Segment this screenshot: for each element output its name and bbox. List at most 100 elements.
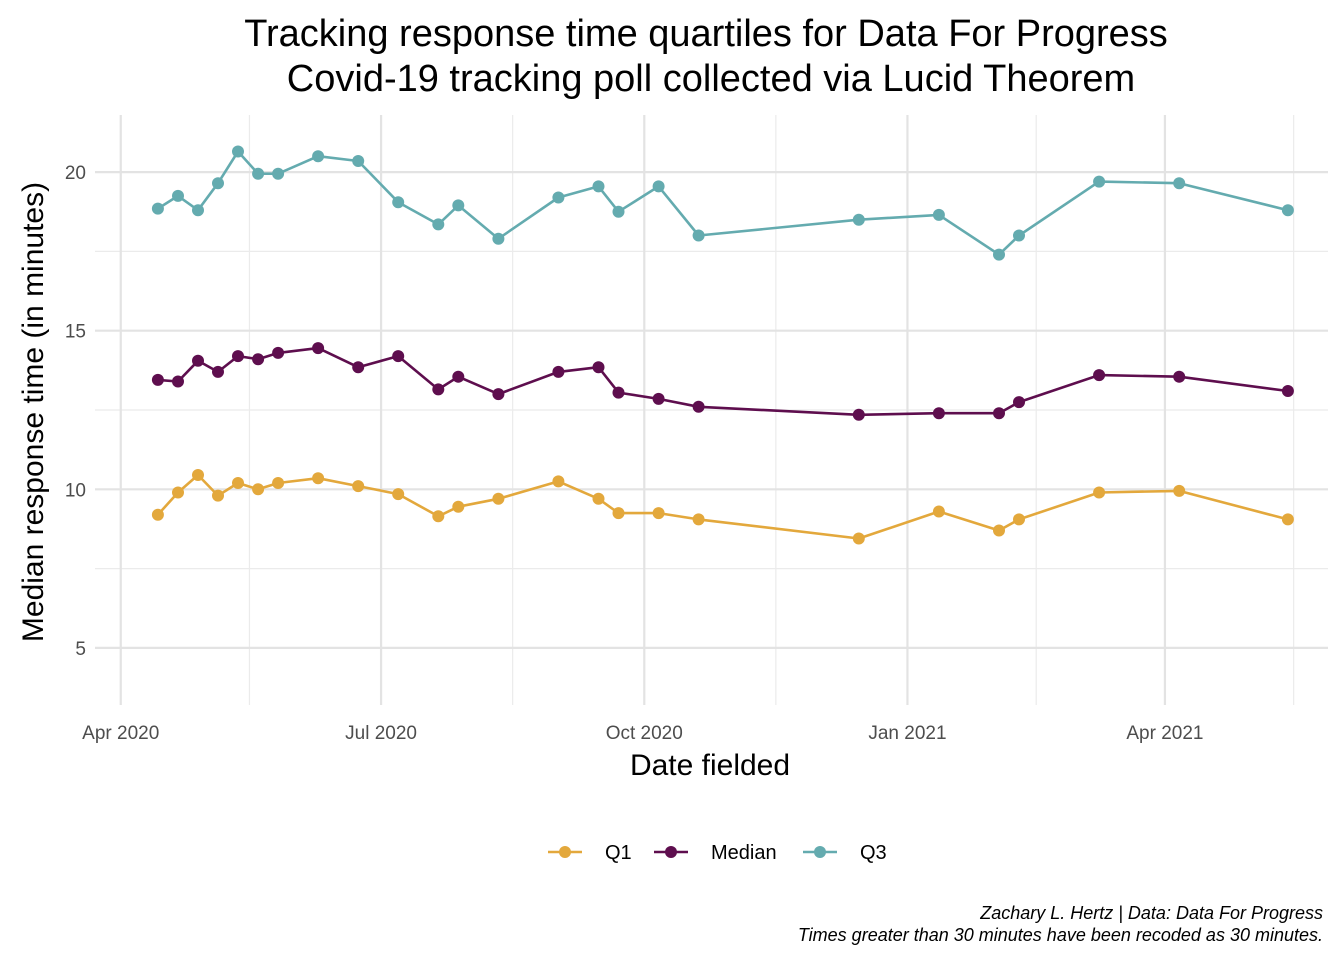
data-point-median bbox=[392, 350, 405, 363]
data-point-q3 bbox=[212, 177, 224, 190]
data-point-median bbox=[652, 392, 665, 405]
data-point-median bbox=[212, 365, 224, 378]
series-q1 bbox=[151, 469, 1294, 545]
legend-item-q3: Q3 bbox=[803, 842, 887, 864]
data-point-median bbox=[1093, 369, 1106, 382]
data-point-q1 bbox=[552, 475, 565, 488]
data-point-q3 bbox=[312, 150, 325, 163]
data-point-median bbox=[192, 354, 204, 367]
data-point-q1 bbox=[492, 492, 505, 505]
data-point-q1 bbox=[1013, 513, 1025, 526]
legend: Q1 Median Q3 bbox=[548, 842, 887, 864]
x-tick-label: Apr 2020 bbox=[82, 723, 159, 744]
data-point-q1 bbox=[1093, 486, 1106, 499]
data-point-q3 bbox=[272, 167, 285, 180]
x-tick-label: Apr 2021 bbox=[1126, 723, 1203, 744]
legend-key-point bbox=[665, 846, 677, 858]
data-point-median bbox=[1013, 396, 1025, 409]
data-point-median bbox=[312, 342, 325, 355]
data-point-q3 bbox=[1013, 229, 1025, 242]
x-tick-label: Oct 2020 bbox=[606, 723, 683, 744]
data-point-q3 bbox=[692, 229, 705, 242]
data-point-q1 bbox=[232, 477, 244, 489]
data-point-median bbox=[432, 383, 445, 396]
caption-line-2: Times greater than 30 minutes have been … bbox=[798, 925, 1323, 945]
caption-line-1: Zachary L. Hertz | Data: Data For Progre… bbox=[979, 903, 1323, 923]
y-tick-label: 20 bbox=[65, 163, 86, 184]
data-point-q3 bbox=[592, 180, 605, 193]
data-point-q3 bbox=[172, 189, 184, 202]
data-point-median bbox=[172, 375, 184, 388]
data-point-q1 bbox=[352, 480, 365, 493]
legend-label: Q3 bbox=[860, 842, 887, 864]
data-point-q1 bbox=[652, 507, 665, 520]
data-point-q1 bbox=[852, 532, 865, 545]
data-point-q3 bbox=[993, 248, 1005, 261]
data-point-q1 bbox=[692, 513, 705, 526]
y-axis-ticks: 5 10 15 20 bbox=[65, 163, 86, 660]
data-point-median bbox=[272, 346, 285, 359]
data-point-q1 bbox=[612, 507, 625, 520]
data-point-q1 bbox=[932, 505, 945, 518]
data-point-q1 bbox=[432, 510, 445, 523]
data-point-q3 bbox=[1281, 204, 1294, 217]
data-point-q1 bbox=[312, 472, 325, 485]
series-median bbox=[151, 342, 1294, 421]
data-point-q1 bbox=[151, 508, 164, 521]
grid bbox=[95, 115, 1328, 705]
data-point-q1 bbox=[272, 477, 285, 489]
data-point-q1 bbox=[212, 489, 224, 502]
data-point-q3 bbox=[352, 155, 365, 167]
data-point-q3 bbox=[252, 167, 265, 180]
data-point-q1 bbox=[192, 469, 204, 481]
data-point-q3 bbox=[852, 213, 865, 226]
chart-title-line-1: Tracking response time quartiles for Dat… bbox=[244, 13, 1168, 55]
legend-key-point bbox=[559, 846, 571, 858]
data-point-q1 bbox=[252, 483, 265, 496]
data-point-q3 bbox=[1173, 177, 1186, 190]
legend-label: Q1 bbox=[605, 842, 632, 864]
data-point-median bbox=[492, 388, 505, 401]
data-point-q3 bbox=[192, 204, 204, 217]
x-tick-label: Jan 2021 bbox=[868, 723, 946, 744]
x-axis-ticks: Apr 2020 Jul 2020 Oct 2020 Jan 2021 Apr 2021 bbox=[82, 723, 1203, 744]
data-point-q1 bbox=[452, 500, 465, 513]
data-point-q3 bbox=[932, 208, 945, 221]
data-point-q3 bbox=[492, 232, 505, 245]
data-point-median bbox=[252, 353, 265, 366]
data-point-q3 bbox=[652, 180, 665, 193]
x-axis-title: Date fielded bbox=[630, 749, 790, 782]
y-tick-label: 10 bbox=[65, 480, 86, 501]
data-point-median bbox=[592, 361, 605, 374]
data-point-median bbox=[993, 407, 1005, 420]
data-point-q1 bbox=[172, 486, 184, 499]
series-layer bbox=[151, 145, 1294, 545]
chart-title-line-2: Covid-19 tracking poll collected via Luc… bbox=[287, 58, 1135, 100]
legend-item-median: Median bbox=[654, 842, 777, 864]
data-point-q1 bbox=[1281, 513, 1294, 526]
y-axis-title: Median response time (in minutes) bbox=[17, 182, 50, 642]
data-point-q3 bbox=[612, 205, 625, 218]
y-tick-label: 15 bbox=[65, 322, 86, 343]
data-point-q3 bbox=[432, 218, 445, 231]
data-point-q3 bbox=[392, 196, 405, 209]
x-tick-label: Jul 2020 bbox=[345, 723, 417, 744]
data-point-q3 bbox=[151, 202, 164, 215]
data-point-q1 bbox=[993, 524, 1005, 537]
series-q3 bbox=[151, 145, 1294, 261]
series-line-q1 bbox=[156, 473, 1289, 540]
data-point-q3 bbox=[552, 191, 565, 204]
data-point-median bbox=[452, 370, 465, 383]
legend-key-point bbox=[814, 846, 826, 858]
data-point-median bbox=[1281, 385, 1294, 397]
data-point-median bbox=[352, 361, 365, 374]
data-point-median bbox=[232, 350, 244, 363]
data-point-q1 bbox=[1173, 484, 1186, 497]
series-line-q3 bbox=[157, 150, 1289, 256]
data-point-median bbox=[552, 365, 565, 378]
data-point-median bbox=[1173, 370, 1186, 383]
data-point-median bbox=[612, 386, 625, 399]
data-point-q1 bbox=[392, 488, 405, 501]
legend-item-q1: Q1 bbox=[548, 842, 632, 864]
